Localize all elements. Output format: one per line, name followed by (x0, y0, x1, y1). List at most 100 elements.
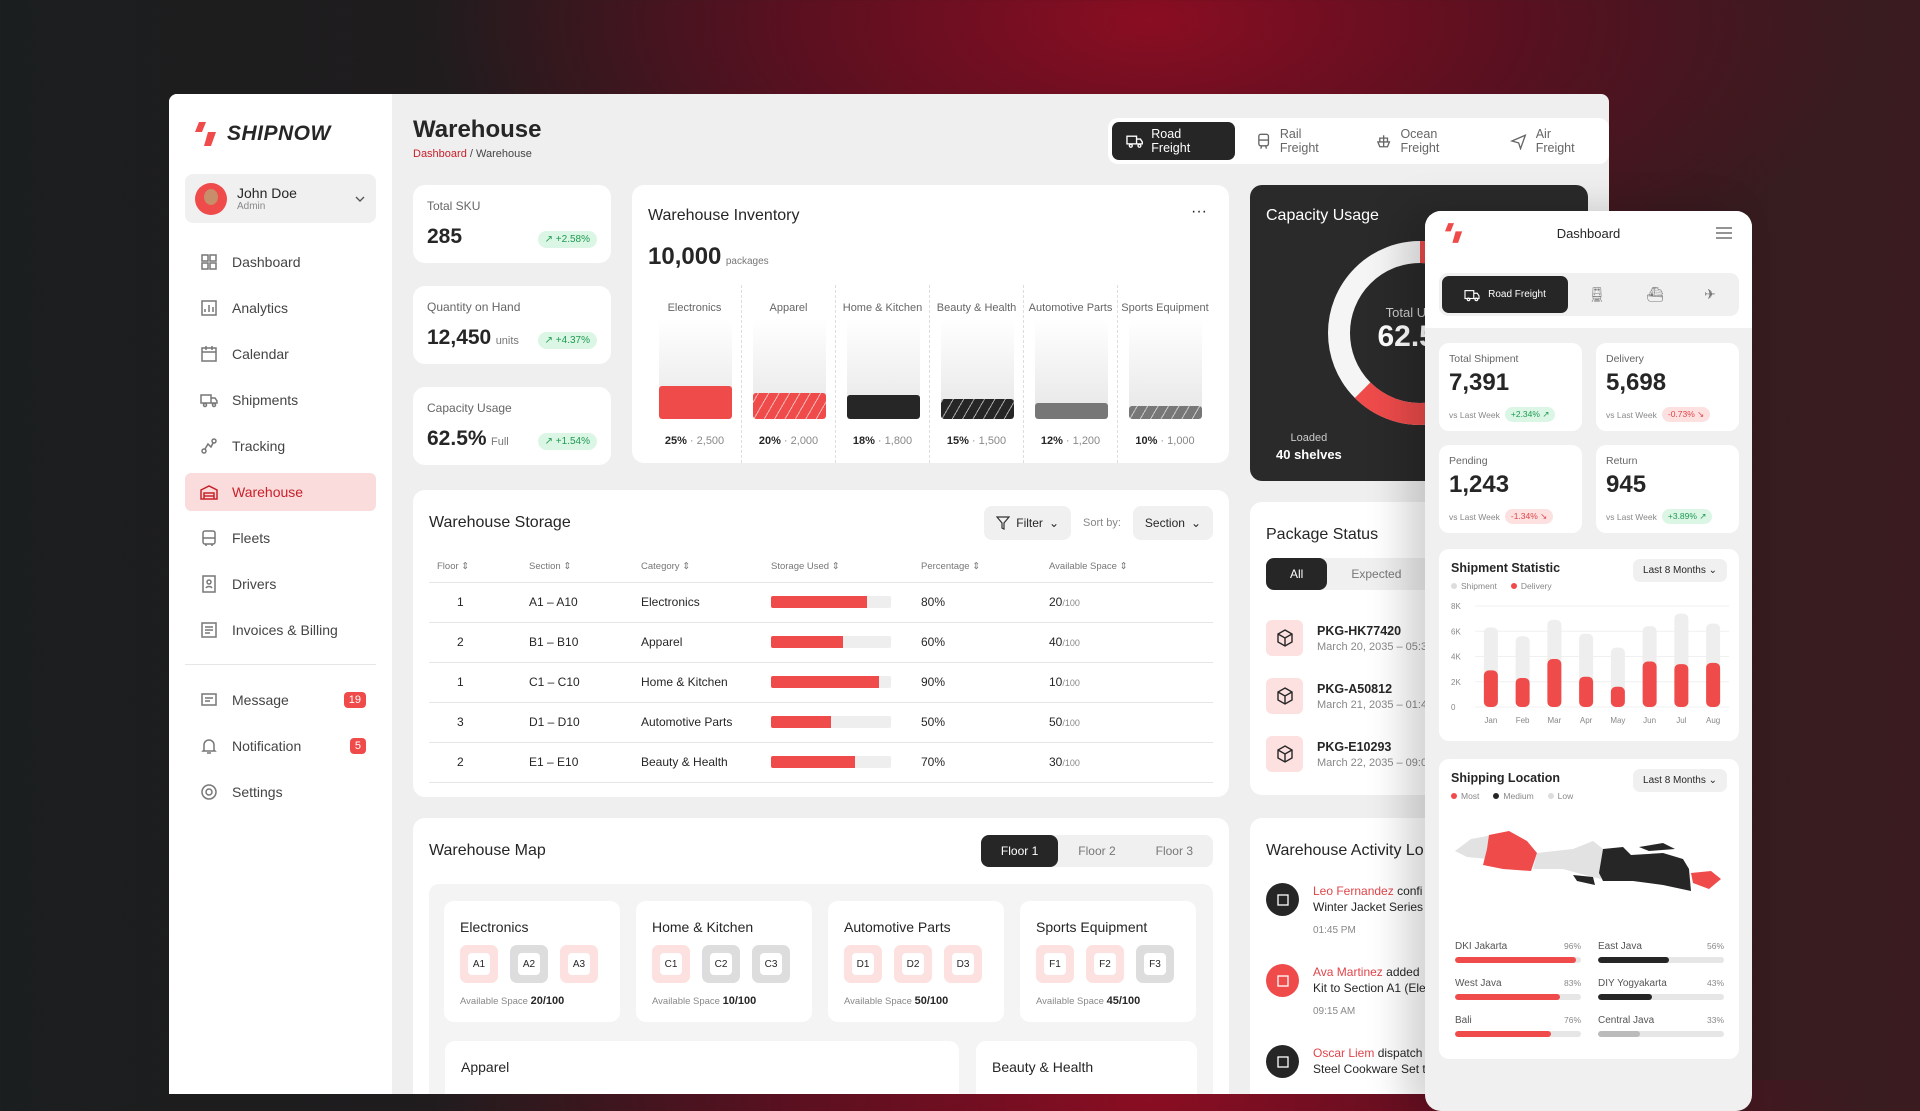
mobile-tab-label: Road Freight (1488, 289, 1546, 300)
tab-all[interactable]: All (1266, 558, 1328, 590)
sidebar-item-tracking[interactable]: Tracking (185, 427, 376, 465)
tab-floor-1[interactable]: Floor 1 (980, 835, 1059, 867)
tab-ocean-freight[interactable]: Ocean Freight (1361, 122, 1490, 160)
package-status-title: Package Status (1266, 526, 1379, 543)
plane-icon[interactable]: ✈︎ (1704, 286, 1716, 302)
shelf-slot[interactable]: F3 (1136, 945, 1174, 983)
table-row[interactable]: 2 B1 – B10 Apparel 60% 40/100 (429, 622, 1213, 663)
cell-storage-used (771, 622, 921, 663)
table-row[interactable]: 2 E1 – E10 Beauty & Health 70% 30/100 (429, 742, 1213, 783)
user-name: John Doe (237, 185, 297, 201)
shelf-slot[interactable]: C1 (652, 945, 690, 983)
activity-user[interactable]: Ava Martinez (1313, 965, 1383, 979)
range-dropdown[interactable]: Last 8 Months ⌄ (1633, 559, 1727, 582)
user-menu[interactable]: John Doe Admin (185, 174, 376, 223)
activity-item: Leo Fernandez confi Winter Jacket Series … (1266, 883, 1423, 936)
sort-select[interactable]: Section ⌄ (1132, 506, 1213, 540)
table-row[interactable]: 3 D1 – D10 Automotive Parts 50% 50/100 (429, 702, 1213, 743)
breadcrumb-root[interactable]: Dashboard (413, 148, 467, 160)
sidebar-item-analytics[interactable]: Analytics (185, 289, 376, 327)
storage-bar (771, 596, 891, 608)
shelf-slot[interactable]: D2 (894, 945, 932, 983)
package-item[interactable]: PKG-A50812 March 21, 2035 – 01:4 (1266, 678, 1427, 714)
shelf-slot[interactable]: C3 (752, 945, 790, 983)
table-row[interactable]: 1 C1 – C10 Home & Kitchen 90% 10/100 (429, 662, 1213, 703)
tab-floor-3[interactable]: Floor 3 (1155, 844, 1193, 858)
cell-percentage: 50% (921, 702, 1049, 743)
train-icon[interactable]: 🚆︎ (1588, 286, 1606, 302)
column-header[interactable]: Floor ⇕ (429, 552, 529, 583)
filter-button[interactable]: Filter ⌄ (984, 506, 1071, 540)
package-date: March 21, 2035 – 01:4 (1317, 698, 1428, 711)
shelf-slot[interactable]: D1 (844, 945, 882, 983)
sidebar-item-label: Message (232, 692, 289, 708)
column-header[interactable]: Section ⇕ (529, 552, 641, 583)
cell-floor: 2 (429, 622, 529, 663)
shelf-slot[interactable]: A2 (510, 945, 548, 983)
column-header[interactable]: Percentage ⇕ (921, 552, 1049, 583)
table-row[interactable]: 1 A1 – A10 Electronics 80% 20/100 (429, 582, 1213, 623)
activity-user[interactable]: Leo Fernandez (1313, 884, 1394, 898)
map-category[interactable]: Sports Equipment F1 F2 F3 Available Space … (1020, 901, 1196, 1022)
tab-rail-freight[interactable]: Rail Freight (1241, 122, 1356, 160)
storage-bar (771, 636, 891, 648)
shelf-slot[interactable]: F1 (1036, 945, 1074, 983)
map-title: Warehouse Map (429, 842, 546, 859)
activity-user[interactable]: Oscar Liem (1313, 1046, 1375, 1060)
tab-expected[interactable]: Expected (1351, 567, 1402, 581)
column-header[interactable]: Storage Used ⇕ (771, 552, 921, 583)
sidebar-item-warehouse[interactable]: Warehouse (185, 473, 376, 511)
inventory-category: Sports Equipment (1121, 302, 1209, 315)
avail-value: 10/100 (722, 995, 757, 1007)
location-bar (1455, 1031, 1581, 1037)
column-header[interactable]: Available Space ⇕ (1049, 552, 1213, 583)
shelf-slot[interactable]: C2 (702, 945, 740, 983)
logo[interactable]: SHIPNOW (195, 122, 331, 146)
sidebar-item-invoices-billing[interactable]: Invoices & Billing (185, 611, 376, 649)
map-category[interactable]: Automotive Parts D1 D2 D3 Available Space … (828, 901, 1004, 1022)
tab-floor-2[interactable]: Floor 2 (1078, 844, 1116, 858)
shipping-location-card: Shipping Location Last 8 Months ⌄ Most M… (1439, 759, 1739, 1059)
brand-name: SHIPNOW (227, 122, 331, 145)
sidebar-item-shipments[interactable]: Shipments (185, 381, 376, 419)
sidebar-item-notification[interactable]: Notification 5 (185, 727, 376, 765)
cell-storage-used (771, 582, 921, 623)
sidebar-item-drivers[interactable]: Drivers (185, 565, 376, 603)
tab-air-freight[interactable]: Air Freight (1496, 122, 1605, 160)
cell-category: Automotive Parts (641, 702, 771, 743)
warehouse-icon (200, 485, 218, 500)
package-item[interactable]: PKG-E10293 March 22, 2035 – 09:0 (1266, 736, 1427, 772)
map-category[interactable]: Home & Kitchen C1 C2 C3 Available Space 10… (636, 901, 812, 1022)
package-icon (1266, 620, 1303, 656)
mobile-preview: Dashboard Road Freight 🚆︎ ⛴︎ ✈︎ Total Ship… (1425, 211, 1752, 1111)
inventory-pct: 15% (946, 435, 969, 447)
package-item[interactable]: PKG-HK77420 March 20, 2035 – 05:3 (1266, 620, 1427, 656)
sidebar-item-calendar[interactable]: Calendar (185, 335, 376, 373)
sidebar-item-label: Shipments (232, 392, 299, 408)
location-name: Bali (1455, 1015, 1472, 1026)
map-category[interactable]: Electronics A1 A2 A3 Available Space 20/10… (444, 901, 620, 1022)
shelf-slot[interactable]: D3 (944, 945, 982, 983)
more-icon[interactable]: ··· (1191, 203, 1207, 220)
sidebar-item-dashboard[interactable]: Dashboard (185, 243, 376, 281)
column-header[interactable]: Category ⇕ (641, 552, 771, 583)
ship-icon[interactable]: ⛴︎ (1646, 286, 1664, 302)
inventory-bar-track (941, 319, 1014, 419)
hamburger-menu-icon[interactable] (1716, 227, 1732, 239)
mobile-tab-road[interactable]: Road Freight (1442, 276, 1568, 313)
map-category-apparel[interactable]: Apparel (445, 1041, 959, 1094)
range-dropdown[interactable]: Last 8 Months ⌄ (1633, 769, 1727, 792)
inventory-count: 1,200 (1072, 435, 1101, 447)
map-category-beauty[interactable]: Beauty & Health (976, 1041, 1197, 1094)
sidebar-item-settings[interactable]: Settings (185, 773, 376, 811)
sidebar-item-fleets[interactable]: Fleets (185, 519, 376, 557)
shelf-slot[interactable]: A3 (560, 945, 598, 983)
shelf-slot[interactable]: A1 (460, 945, 498, 983)
freight-tabs: Road Freight Rail Freight Ocean Freight Air… (1108, 118, 1609, 164)
shelf-slot[interactable]: F2 (1086, 945, 1124, 983)
gear-icon (201, 784, 217, 800)
sidebar-item-message[interactable]: Message 19 (185, 681, 376, 719)
tab-road-freight[interactable]: Road Freight (1112, 122, 1235, 160)
warehouse-storage-card: Warehouse Storage Filter ⌄ Sort by: Secti… (413, 490, 1229, 797)
package-icon (1266, 678, 1303, 714)
